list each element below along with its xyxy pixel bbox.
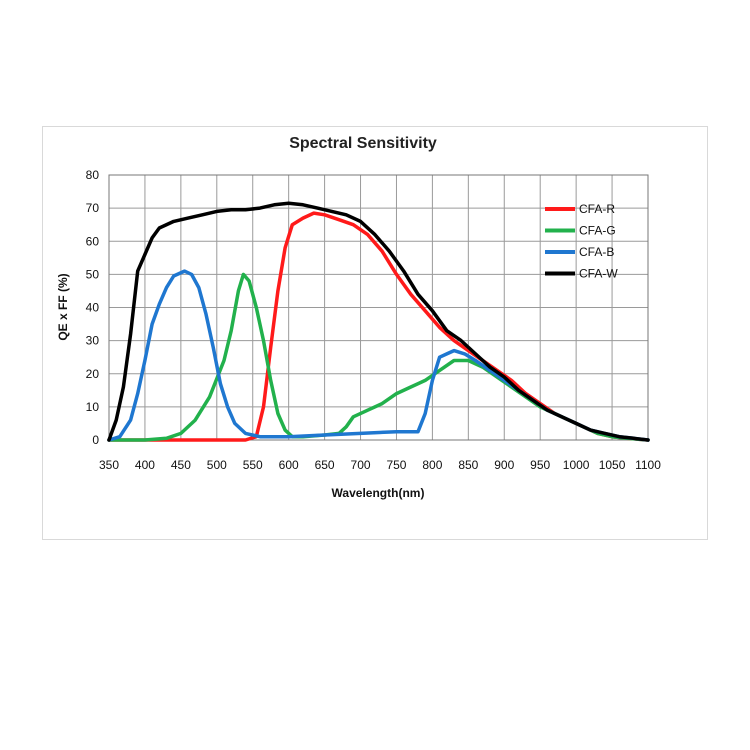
y-tick-label-4: 40: [86, 301, 100, 315]
y-tick-label-7: 70: [86, 201, 100, 215]
x-tick-label-14: 1050: [599, 458, 626, 472]
x-tick-label-1: 400: [135, 458, 155, 472]
x-tick-labels: 350 400 450 500 550 600 650 700 750 800 850 900 950 1…: [99, 458, 661, 472]
series-line-cfa-g: [107, 272, 650, 442]
x-tick-label-11: 900: [494, 458, 514, 472]
y-tick-label-8: 80: [86, 168, 100, 182]
series-layer: [107, 201, 650, 442]
grid: [108, 174, 649, 441]
x-tick-label-15: 1100: [635, 458, 661, 472]
y-tick-label-3: 30: [86, 334, 100, 348]
x-tick-label-5: 600: [279, 458, 299, 472]
y-tick-label-2: 20: [86, 367, 100, 381]
x-tick-label-7: 700: [351, 458, 371, 472]
y-tick-labels: 0 10 20 30 40 50 60 70 80: [86, 168, 100, 447]
legend: CFA-R CFA-G CFA-B CFA-W: [545, 202, 618, 281]
legend-label-cfa-g: CFA-G: [579, 224, 616, 238]
legend-label-cfa-r: CFA-R: [579, 202, 615, 216]
plot-border: [108, 174, 649, 441]
chart-panel: [42, 126, 708, 540]
plot-frame: [108, 174, 649, 441]
x-tick-label-9: 800: [422, 458, 442, 472]
y-tick-label-5: 50: [86, 267, 100, 281]
legend-label-cfa-w: CFA-W: [579, 267, 618, 281]
y-tick-label-1: 10: [86, 400, 100, 414]
y-tick-label-6: 60: [86, 234, 100, 248]
chart-title: Spectral Sensitivity: [289, 135, 437, 152]
legend-label-cfa-b: CFA-B: [579, 245, 614, 259]
x-tick-label-4: 550: [243, 458, 263, 472]
x-tick-label-12: 950: [530, 458, 550, 472]
x-tick-label-10: 850: [458, 458, 478, 472]
x-tick-label-13: 1000: [563, 458, 590, 472]
x-tick-label-6: 650: [315, 458, 335, 472]
series-line-cfa-w: [107, 201, 650, 442]
x-axis-label: Wavelength(nm): [332, 486, 425, 500]
x-tick-label-0: 350: [99, 458, 119, 472]
x-tick-label-2: 450: [171, 458, 191, 472]
y-tick-label-0: 0: [92, 433, 99, 447]
x-tick-label-8: 750: [386, 458, 406, 472]
series-line-cfa-b: [107, 269, 650, 442]
x-tick-label-3: 500: [207, 458, 227, 472]
y-axis-label: QE x FF (%): [56, 273, 70, 340]
